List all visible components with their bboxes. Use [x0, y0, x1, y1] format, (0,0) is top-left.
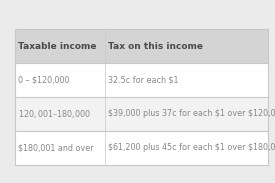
- Text: Taxable income: Taxable income: [18, 42, 97, 51]
- Text: Tax on this income: Tax on this income: [108, 42, 203, 51]
- Text: $39,000 plus 37c for each $1 over $120,000: $39,000 plus 37c for each $1 over $120,0…: [108, 109, 275, 118]
- Bar: [15, 29, 268, 63]
- Text: $180,001 and over: $180,001 and over: [18, 143, 94, 152]
- Text: $61,200 plus 45c for each $1 over $180,000: $61,200 plus 45c for each $1 over $180,0…: [108, 143, 275, 152]
- Bar: [15, 97, 268, 131]
- Text: $120,001 – $180,000: $120,001 – $180,000: [18, 108, 92, 120]
- Bar: [15, 63, 268, 97]
- Text: 32.5c for each $1: 32.5c for each $1: [108, 76, 179, 85]
- Bar: [15, 131, 268, 165]
- Text: 0 – $120,000: 0 – $120,000: [18, 76, 70, 85]
